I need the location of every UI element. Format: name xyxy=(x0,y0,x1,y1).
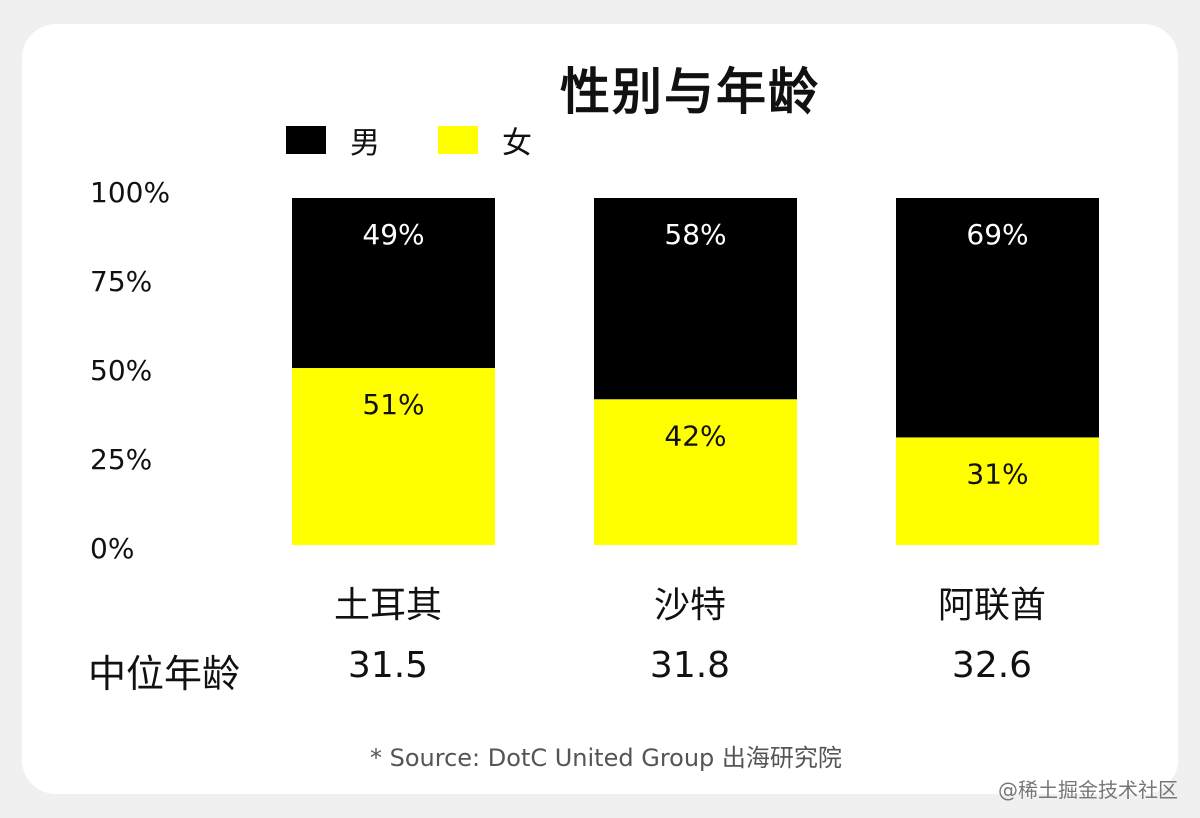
legend-label-female: 女 xyxy=(502,126,532,161)
bar-female-uae xyxy=(896,437,1099,545)
y-tick-label-50: 50% xyxy=(90,354,153,387)
bar-female-saudi xyxy=(594,399,797,545)
legend-swatch-male xyxy=(286,126,326,154)
legend-label-male: 男 xyxy=(350,126,380,161)
legend-swatch-female xyxy=(438,126,478,154)
median-age-value-uae: 32.6 xyxy=(951,645,1033,686)
y-tick-label-25: 25% xyxy=(90,443,153,476)
data-label-male-uae: 69% xyxy=(966,218,1028,251)
y-tick-label-75: 75% xyxy=(90,265,153,298)
data-label-female-uae: 31% xyxy=(966,457,1028,490)
legend-item-male: 男 xyxy=(286,118,380,162)
y-tick-label-100: 100% xyxy=(90,176,171,209)
bar-female-turkey xyxy=(292,368,495,545)
median-age-label: 中位年龄 xyxy=(88,652,241,696)
data-label-female-saudi: 42% xyxy=(664,419,726,452)
data-label-male-saudi: 58% xyxy=(664,218,726,251)
data-label-female-turkey: 51% xyxy=(362,388,424,421)
bar-male-turkey xyxy=(292,198,495,369)
category-label-uae: 阿联酋 xyxy=(937,585,1046,626)
y-tick-label-0: 0% xyxy=(90,532,135,565)
watermark: @稀土掘金技术社区 xyxy=(998,778,1178,802)
bar-male-uae xyxy=(896,198,1099,438)
median-age-value-saudi: 31.8 xyxy=(649,645,731,686)
data-label-male-turkey: 49% xyxy=(362,218,424,251)
legend-item-female: 女 xyxy=(438,118,532,162)
median-age-value-turkey: 31.5 xyxy=(347,645,429,686)
chart-title: 性别与年龄 xyxy=(560,63,820,121)
bar-male-saudi xyxy=(594,198,797,400)
category-label-saudi: 沙特 xyxy=(653,585,726,626)
source-note: * Source: DotC United Group 出海研究院 xyxy=(370,744,842,772)
legend: 男 女 xyxy=(286,118,590,162)
category-label-turkey: 土耳其 xyxy=(333,585,442,626)
